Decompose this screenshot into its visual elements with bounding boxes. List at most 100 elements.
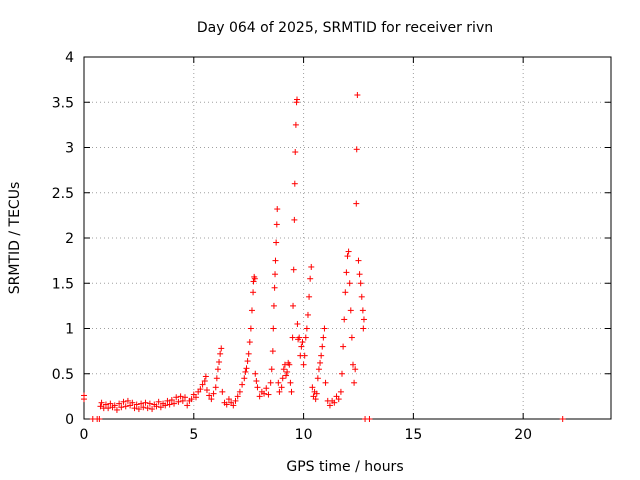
data-point bbox=[354, 92, 361, 99]
data-point bbox=[347, 307, 354, 314]
data-point bbox=[340, 343, 347, 350]
y-axis-label: SRMTID / TECUs bbox=[7, 182, 23, 295]
data-point bbox=[223, 401, 230, 408]
data-point bbox=[306, 293, 313, 300]
data-point bbox=[298, 343, 305, 350]
data-point bbox=[146, 400, 153, 407]
data-point bbox=[360, 316, 367, 323]
data-point bbox=[317, 359, 324, 366]
data-point bbox=[142, 399, 149, 406]
data-point bbox=[250, 278, 257, 285]
data-point bbox=[138, 400, 145, 407]
y-tick-label: 3 bbox=[65, 141, 74, 157]
data-point bbox=[322, 379, 329, 386]
data-point bbox=[346, 280, 353, 287]
data-point bbox=[292, 121, 299, 128]
data-point bbox=[335, 396, 342, 403]
data-point bbox=[168, 396, 175, 403]
data-point bbox=[243, 365, 250, 372]
data-point bbox=[318, 352, 325, 359]
data-point bbox=[175, 398, 182, 405]
data-point bbox=[296, 334, 303, 341]
data-point bbox=[184, 402, 191, 409]
x-axis-label: GPS time / hours bbox=[286, 459, 403, 475]
data-points bbox=[81, 92, 566, 422]
data-point bbox=[353, 200, 360, 207]
data-point bbox=[116, 400, 123, 407]
data-point bbox=[242, 368, 249, 375]
data-point bbox=[188, 396, 195, 403]
data-point bbox=[355, 257, 362, 264]
data-point bbox=[155, 398, 162, 405]
data-point bbox=[559, 416, 566, 422]
data-point bbox=[342, 289, 349, 296]
data-point bbox=[339, 370, 346, 377]
data-point bbox=[107, 400, 114, 407]
data-point bbox=[166, 401, 173, 408]
axis-ticks: 0 5 10 15 20 0 0.5 1 1.5 2 2.5 3 3.5 4 bbox=[52, 50, 611, 443]
data-point bbox=[301, 352, 308, 359]
data-point bbox=[135, 406, 142, 413]
data-point bbox=[149, 406, 156, 413]
data-point bbox=[273, 239, 280, 246]
y-tick-label: 2 bbox=[65, 231, 74, 247]
data-point bbox=[287, 379, 294, 386]
data-point bbox=[252, 370, 259, 377]
data-point bbox=[337, 388, 344, 395]
data-point bbox=[309, 384, 316, 391]
data-point bbox=[358, 293, 365, 300]
data-point bbox=[192, 394, 199, 401]
data-point bbox=[275, 379, 282, 386]
data-point bbox=[312, 396, 319, 403]
data-point bbox=[244, 358, 251, 365]
data-point bbox=[265, 391, 272, 398]
data-point bbox=[256, 393, 263, 400]
data-point bbox=[284, 368, 291, 375]
data-point bbox=[283, 372, 290, 379]
data-point bbox=[273, 221, 280, 228]
data-point bbox=[289, 334, 296, 341]
data-point bbox=[366, 416, 373, 422]
data-point bbox=[97, 403, 104, 410]
data-point bbox=[271, 284, 278, 291]
grid bbox=[84, 57, 611, 419]
y-tick-label: 1.5 bbox=[52, 276, 74, 292]
data-point bbox=[352, 366, 359, 373]
data-point bbox=[288, 388, 295, 395]
data-point bbox=[360, 325, 367, 332]
data-point bbox=[250, 289, 257, 296]
data-point bbox=[294, 320, 301, 327]
data-point bbox=[341, 316, 348, 323]
data-point bbox=[230, 402, 237, 409]
data-point bbox=[320, 334, 327, 341]
data-point bbox=[321, 325, 328, 332]
data-point bbox=[206, 392, 213, 399]
y-tick-label: 2.5 bbox=[52, 186, 74, 202]
data-point bbox=[129, 399, 136, 406]
data-point bbox=[225, 396, 232, 403]
data-point bbox=[353, 146, 360, 153]
y-tick-label: 3.5 bbox=[52, 95, 74, 111]
data-point bbox=[319, 343, 326, 350]
data-point bbox=[290, 266, 297, 273]
data-point bbox=[304, 311, 311, 318]
data-point bbox=[236, 388, 243, 395]
data-point bbox=[177, 393, 184, 400]
data-point bbox=[357, 280, 364, 287]
data-point bbox=[291, 216, 298, 223]
y-tick-label: 0 bbox=[65, 412, 74, 428]
chart-title: Day 064 of 2025, SRMTID for receiver riv… bbox=[197, 20, 493, 36]
data-point bbox=[276, 388, 283, 395]
data-point bbox=[269, 348, 276, 355]
data-point bbox=[245, 350, 252, 357]
data-point bbox=[345, 248, 352, 255]
data-point bbox=[300, 361, 307, 368]
data-point bbox=[201, 377, 208, 384]
data-point bbox=[171, 400, 178, 407]
data-point bbox=[208, 396, 215, 403]
data-point bbox=[292, 149, 299, 156]
data-point bbox=[124, 397, 131, 404]
data-point bbox=[202, 373, 209, 380]
data-point bbox=[315, 366, 322, 373]
x-tick-label: 15 bbox=[404, 427, 422, 443]
